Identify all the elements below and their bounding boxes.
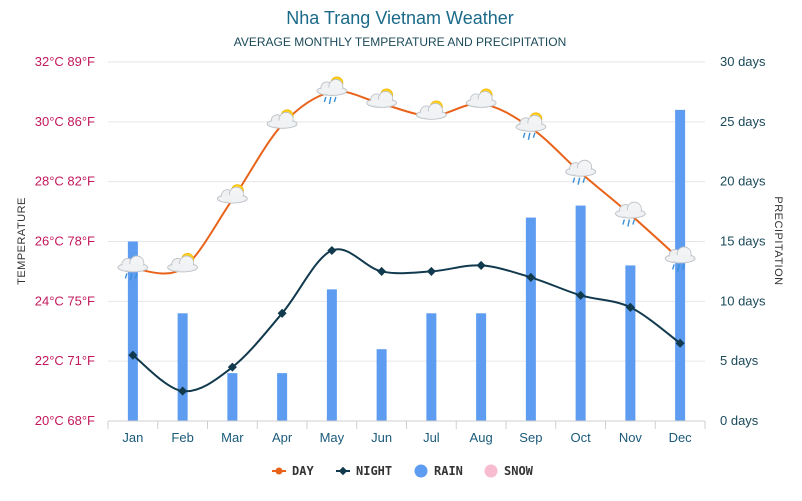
rain-bar [227, 373, 238, 421]
precipitation-tick-label: 5 days [720, 353, 759, 368]
month-label: Jan [122, 430, 143, 445]
legend-label: DAY [292, 464, 314, 478]
precipitation-tick-label: 0 days [720, 413, 759, 428]
month-label: Dec [669, 430, 693, 445]
rain-icon [664, 246, 696, 272]
partly-cloudy-icon [167, 253, 199, 273]
month-label: Apr [272, 430, 293, 445]
partly-cloudy-rain-icon [316, 76, 348, 105]
rain-icon [117, 255, 149, 281]
rain-bar [376, 349, 387, 421]
partly-cloudy-icon [266, 109, 298, 129]
rain-icon [565, 159, 597, 185]
month-label: Jun [371, 430, 392, 445]
precipitation-tick-label: 30 days [720, 54, 766, 69]
rain-bar [177, 313, 188, 421]
night-point [227, 362, 237, 372]
grid-lines [108, 61, 705, 362]
legend-item-snow[interactable]: SNOW [484, 464, 534, 478]
month-label: Oct [571, 430, 592, 445]
rain-bar [426, 313, 437, 421]
partly-cloudy-icon [415, 100, 447, 120]
night-point [178, 386, 188, 396]
legend-item-day[interactable]: DAY [272, 464, 314, 478]
night-point [327, 245, 337, 256]
month-label: Jul [423, 430, 440, 445]
month-label: Mar [221, 430, 244, 445]
rain-icon [614, 201, 646, 227]
legend-label: RAIN [434, 464, 463, 478]
legend-label: NIGHT [356, 464, 392, 478]
temperature-tick-label: 20°C 68°F [35, 413, 95, 428]
rain-bar [277, 373, 288, 421]
y-axis-label: TEMPERATURE [16, 197, 28, 285]
precipitation-tick-label: 10 days [720, 293, 766, 308]
partly-cloudy-icon [216, 184, 248, 204]
month-label: Feb [171, 430, 193, 445]
rain-bars [127, 109, 686, 421]
temperature-tick-label: 32°C 89°F [35, 54, 95, 69]
rain-bar [575, 205, 586, 421]
temperature-tick-label: 22°C 71°F [35, 353, 95, 368]
night-point [526, 272, 536, 282]
y2-axis-label: PRECIPITATION [772, 196, 784, 285]
temperature-tick-label: 28°C 82°F [35, 174, 95, 189]
legend-item-night[interactable]: NIGHT [336, 464, 392, 478]
precipitation-tick-label: 25 days [720, 114, 766, 129]
temperature-tick-label: 24°C 75°F [35, 293, 95, 308]
day-temperature-line [132, 90, 681, 275]
month-label: Sep [519, 430, 542, 445]
night-point [476, 260, 486, 270]
precipitation-tick-label: 20 days [720, 174, 766, 189]
night-point [426, 266, 436, 276]
legend: DAY NIGHT RAIN SNOW [272, 464, 534, 478]
rain-bar [625, 265, 636, 421]
rain-bar [326, 289, 337, 421]
night-point [377, 266, 387, 276]
rain-bar [525, 217, 536, 421]
chart-subtitle: AVERAGE MONTHLY TEMPERATURE AND PRECIPIT… [234, 35, 567, 49]
month-label: May [320, 430, 345, 445]
temperature-tick-label: 26°C 78°F [35, 234, 95, 249]
temperature-tick-label: 30°C 86°F [35, 114, 95, 129]
rain-bar [127, 241, 138, 421]
month-label: Aug [470, 430, 493, 445]
axes: 20°C 68°F 0 days 22°C 71°F 5 days 24°C 75°F 1… [35, 54, 766, 445]
legend-label: SNOW [504, 464, 534, 478]
weather-icons [117, 76, 696, 281]
rain-bar [675, 109, 686, 421]
partly-cloudy-rain-icon [515, 112, 547, 140]
partly-cloudy-icon [366, 88, 398, 108]
month-label: Nov [619, 430, 643, 445]
rain-bar [476, 313, 487, 421]
legend-item-rain[interactable]: RAIN [414, 464, 463, 478]
partly-cloudy-icon [465, 88, 497, 108]
precipitation-tick-label: 15 days [720, 234, 766, 249]
night-point [128, 350, 138, 360]
chart-title: Nha Trang Vietnam Weather [286, 8, 513, 28]
temperature-lines [128, 90, 685, 396]
night-temperature-line [132, 248, 681, 393]
